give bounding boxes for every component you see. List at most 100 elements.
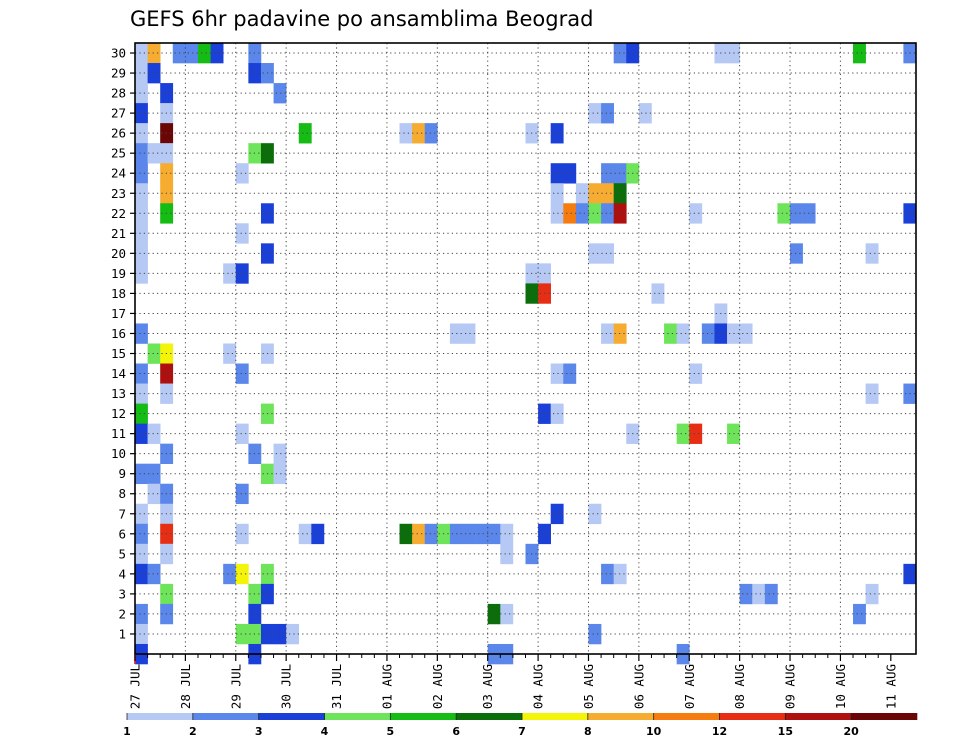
heatmap-cell (764, 583, 778, 605)
legend-tick-label: 10 (646, 725, 662, 738)
legend-tick-label: 3 (255, 725, 263, 738)
heatmap-cell (790, 203, 803, 224)
heatmap-cell (550, 363, 564, 384)
heatmap-cell (601, 163, 614, 184)
heatmap-cell (135, 103, 148, 124)
grid-lines (135, 43, 916, 654)
heatmap-cell (563, 203, 577, 224)
heatmap-cell (147, 343, 161, 364)
y-axis: 1234567891011121314151617181920212223242… (111, 46, 135, 641)
heatmap-cell (135, 363, 148, 384)
heatmap-cell (235, 223, 249, 244)
heatmap-cell (588, 183, 602, 204)
heatmap-cell (689, 423, 703, 444)
legend-tick-label: 8 (584, 725, 592, 738)
heatmap-cell (689, 203, 703, 224)
heatmap-cell (135, 143, 148, 164)
legend-swatch (851, 713, 918, 720)
heatmap-cell (210, 43, 224, 64)
heatmap-cell (223, 343, 237, 364)
heatmap-cell (462, 323, 476, 344)
heatmap-cell (601, 203, 614, 224)
heatmap-cell (550, 123, 564, 144)
heatmap-cell (601, 103, 614, 124)
heatmap-cell (500, 523, 514, 545)
x-tick-label: 04 AUG (531, 664, 546, 709)
x-tick-label: 02 AUG (430, 664, 445, 709)
y-tick-label: 11 (111, 426, 126, 441)
heatmap-cell (135, 263, 148, 284)
x-tick-label: 06 AUG (631, 664, 646, 709)
legend-swatch (719, 713, 786, 720)
heatmap-cell (235, 523, 249, 545)
heatmap-cells (135, 43, 917, 665)
x-tick-label: 01 AUG (379, 664, 394, 709)
y-tick-label: 21 (111, 226, 126, 241)
heatmap-cell (752, 583, 766, 605)
heatmap-cell (500, 603, 514, 625)
y-tick-label: 3 (118, 586, 126, 601)
heatmap-cell (701, 323, 715, 344)
heatmap-cell (664, 323, 677, 344)
heatmap-cell (135, 223, 148, 244)
y-tick-label: 17 (111, 306, 126, 321)
y-tick-label: 14 (111, 366, 126, 381)
y-tick-label: 28 (111, 86, 126, 101)
heatmap-cell (412, 523, 426, 545)
heatmap-cell (298, 523, 312, 545)
heatmap-cell (865, 583, 879, 605)
heatmap-cell (135, 323, 148, 344)
heatmap-cell (424, 523, 438, 545)
heatmap-cell (500, 543, 514, 565)
x-tick-label: 31 JUL (329, 664, 344, 709)
heatmap-cell (135, 423, 148, 444)
heatmap-cell (790, 243, 803, 264)
heatmap-cell (135, 603, 148, 625)
heatmap-cell (865, 383, 879, 404)
heatmap-cell (135, 243, 148, 264)
heatmap-cell (135, 383, 148, 404)
legend-tick-label: 15 (778, 725, 793, 738)
heatmap-cell (135, 123, 148, 144)
heatmap-cell (689, 363, 703, 384)
y-tick-label: 22 (111, 206, 126, 221)
heatmap-cell (147, 483, 161, 505)
heatmap-cell (588, 203, 602, 224)
y-tick-label: 30 (111, 46, 126, 61)
heatmap-cell (739, 583, 753, 605)
heatmap-cell (311, 523, 325, 545)
heatmap-cell (135, 43, 148, 64)
heatmap-cell (235, 623, 249, 645)
y-tick-label: 9 (118, 466, 126, 481)
heatmap-cell (286, 623, 300, 645)
heatmap-cell (487, 603, 501, 625)
heatmap-cell (147, 43, 161, 64)
heatmap-cell (135, 503, 148, 525)
heatmap-cell (135, 563, 148, 585)
legend-tick-label: 12 (712, 725, 727, 738)
legend-tick-label: 5 (387, 725, 395, 738)
heatmap-cell (135, 183, 148, 204)
heatmap-cell (676, 323, 690, 344)
x-tick-label: 28 JUL (178, 664, 193, 709)
heatmap-cell (588, 103, 602, 124)
legend-swatch (653, 713, 720, 720)
heatmap-cell (135, 403, 148, 424)
color-legend: 1 2 3 4 5 6 7 8 10 12 15 20 (123, 713, 918, 738)
heatmap-cell (135, 463, 148, 485)
y-tick-label: 5 (118, 546, 126, 561)
legend-swatch (192, 713, 259, 720)
heatmap-cell (601, 323, 614, 344)
legend-tick-label: 7 (518, 725, 526, 738)
legend-tick-label: 6 (452, 725, 460, 738)
heatmap-cell (601, 563, 614, 585)
heatmap-cell (223, 563, 237, 585)
heatmap-cell (588, 503, 602, 525)
y-tick-label: 7 (118, 506, 126, 521)
legend-swatch (456, 713, 523, 720)
heatmap-cell (235, 363, 249, 384)
heatmap-cell (853, 43, 866, 64)
heatmap-cell (475, 523, 489, 545)
heatmap-cell (223, 263, 237, 284)
heatmap-cell (273, 83, 287, 104)
